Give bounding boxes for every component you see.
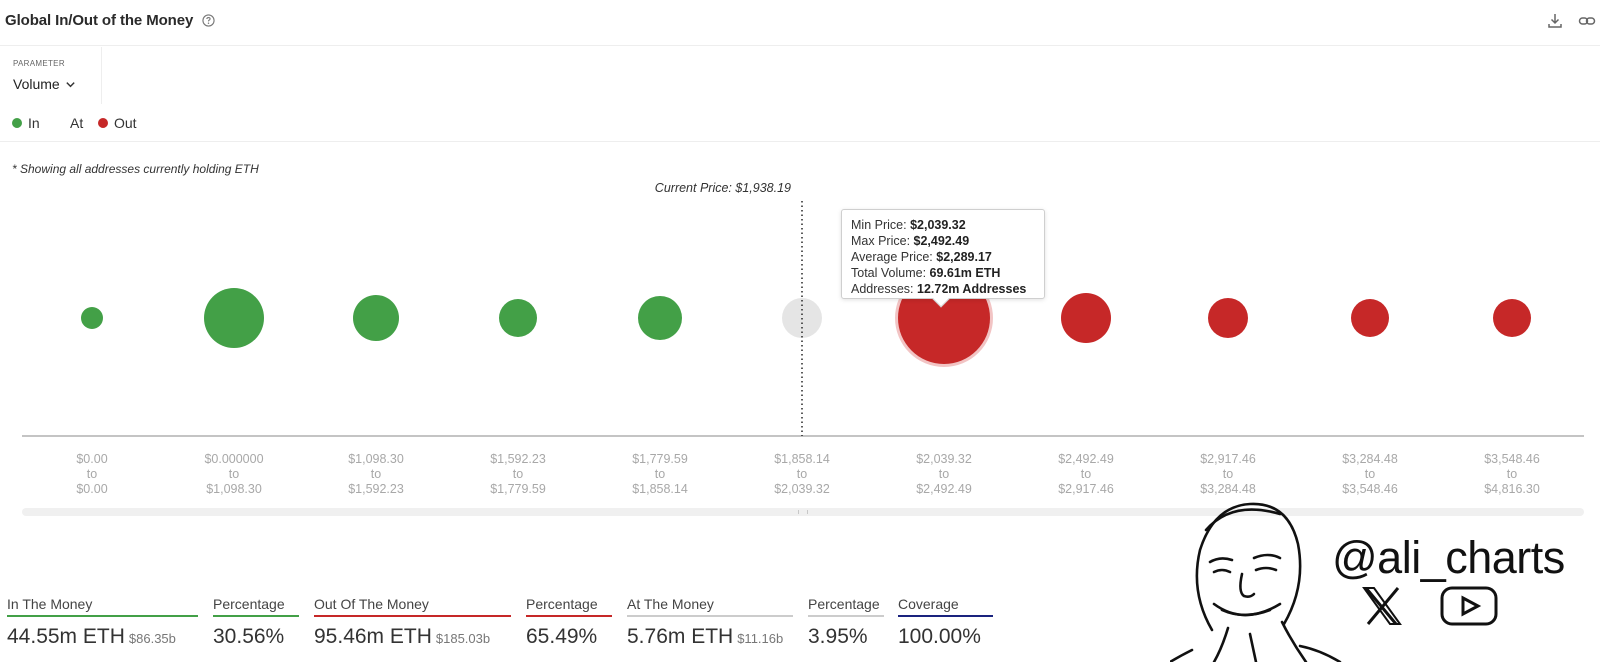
legend-label-in: In [28,115,40,131]
bubble-out[interactable] [1351,299,1389,337]
brand-overlay [1170,502,1498,662]
parameter-label: PARAMETER [13,59,65,68]
stat-value: 44.55m ETH $86.35b [7,625,176,648]
stat-coverage: Coverage 100.00% [898,594,993,649]
x-tick-label: $1,858.14 [774,452,830,466]
x-tick-label: to [1223,467,1233,481]
parameter-selector[interactable]: PARAMETER Volume [0,47,102,104]
x-tick-label: $1,592.23 [490,452,546,466]
x-tick-label: $1,858.14 [632,482,688,496]
x-logo-icon [1362,587,1402,625]
iomap-chart: Current Price: $1,938.19 $0.00to$0.00$0.… [22,181,1584,496]
chart-note: * Showing all addresses currently holdin… [12,162,259,176]
x-tick-label: $1,098.30 [206,482,262,496]
x-tick-label: $1,592.23 [348,482,404,496]
x-tick-label: $3,284.48 [1342,452,1398,466]
parameter-value[interactable]: Volume [13,76,60,92]
stat-label: Out Of The Money [314,594,511,617]
x-axis-labels: $0.00to$0.00$0.000000to$1,098.30$1,098.3… [76,452,1539,496]
x-tick-label: $3,548.46 [1342,482,1398,496]
stat-value: 65.49% [526,625,598,648]
download-icon[interactable] [1546,12,1564,30]
x-tick-label: $2,492.49 [916,482,972,496]
stat-label: Coverage [898,594,993,617]
tooltip-max-row: Max Price: $2,492.49 [851,234,970,248]
widget-header: Global In/Out of the Money [0,0,1600,46]
stat-label: At The Money [627,594,793,617]
scrollbar-grip[interactable] [798,510,808,514]
stat-in-the-money: In The Money 44.55m ETH $86.35b [7,594,198,649]
widget-title: Global In/Out of the Money [5,12,194,29]
legend-label-at: At [70,115,84,131]
legend-dot-in [12,118,22,128]
bubble-in[interactable] [499,299,537,337]
legend-item-in[interactable]: In [12,115,40,131]
legend-dot-out [98,118,108,128]
legend-label-out: Out [114,115,137,131]
bubble-in[interactable] [353,295,399,341]
x-tick-label: $0.000000 [204,452,263,466]
bubble-in[interactable] [638,296,682,340]
avatar-sketch-icon [1170,502,1342,662]
bubble-in[interactable] [81,307,103,329]
x-tick-label: to [87,467,97,481]
stat-value: 5.76m ETH $11.16b [627,625,784,648]
stat-out-of-the-money: Out Of The Money 95.46m ETH $185.03b [314,594,511,649]
tooltip-avg-row: Average Price: $2,289.17 [851,250,992,264]
x-tick-label: $1,779.59 [490,482,546,496]
x-tick-label: $1,098.30 [348,452,404,466]
legend-item-out[interactable]: Out [98,115,137,131]
current-price-label: Current Price: $1,938.19 [655,181,791,195]
x-tick-label: $0.00 [76,452,107,466]
x-tick-label: $1,779.59 [632,452,688,466]
x-tick-label: to [939,467,949,481]
legend-item-at[interactable]: At [70,115,83,131]
stat-value: 3.95% [808,625,868,648]
x-tick-label: to [797,467,807,481]
bubble-out[interactable] [1493,299,1531,337]
help-icon[interactable] [202,14,215,27]
tooltip-min-row: Min Price: $2,039.32 [851,218,966,232]
stat-label: Percentage [213,594,299,617]
x-tick-label: $3,284.48 [1200,482,1256,496]
x-tick-label: $2,039.32 [916,452,972,466]
chart-legend: In At Out [0,104,1600,142]
link-icon[interactable] [1578,12,1596,30]
x-tick-label: to [1081,467,1091,481]
chevron-down-icon[interactable] [65,79,76,90]
bubble-tooltip: Min Price: $2,039.32 Max Price: $2,492.4… [841,209,1045,308]
stat-value: 100.00% [898,625,981,648]
x-tick-label: $2,917.46 [1058,482,1114,496]
x-tick-label: $0.00 [76,482,107,496]
x-tick-label: $3,548.46 [1484,452,1540,466]
bubble-in[interactable] [204,288,264,348]
stat-label: In The Money [7,594,198,617]
brand-handle: @ali_charts [1332,532,1565,583]
x-tick-label: $2,039.32 [774,482,830,496]
bubble-layer [81,269,1531,367]
stat-label: Percentage [526,594,612,617]
youtube-icon [1440,586,1498,626]
tooltip-addresses-row: Addresses: 12.72m Addresses [851,282,1027,296]
x-tick-label: to [513,467,523,481]
bubble-out[interactable] [1061,293,1111,343]
chart-scrollbar[interactable] [22,508,1584,516]
stat-out-percentage: Percentage 65.49% [526,594,612,649]
bubble-out[interactable] [1208,298,1248,338]
x-tick-label: to [229,467,239,481]
stat-at-the-money: At The Money 5.76m ETH $11.16b [627,594,793,649]
stat-at-percentage: Percentage 3.95% [808,594,884,649]
stat-in-percentage: Percentage 30.56% [213,594,299,649]
x-tick-label: to [1365,467,1375,481]
x-tick-label: $2,492.49 [1058,452,1114,466]
stat-label: Percentage [808,594,884,617]
tooltip-volume-row: Total Volume: 69.61m ETH [851,266,1001,280]
x-tick-label: $4,816.30 [1484,482,1540,496]
x-tick-label: to [371,467,381,481]
x-tick-label: to [1507,467,1517,481]
x-tick-label: $2,917.46 [1200,452,1256,466]
stat-value: 30.56% [213,625,285,648]
stat-value: 95.46m ETH $185.03b [314,625,491,648]
x-tick-label: to [655,467,665,481]
